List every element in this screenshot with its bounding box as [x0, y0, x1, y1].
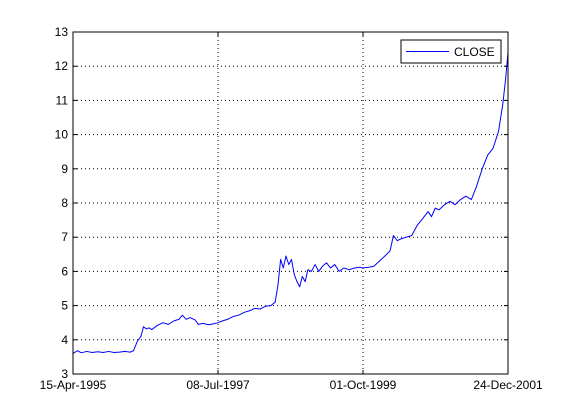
- x-tick-label: 08-Jul-1997: [186, 378, 250, 392]
- x-tick-label: 01-Oct-1999: [330, 378, 397, 392]
- axis-ticks: [72, 31, 509, 375]
- y-tick-label: 9: [61, 162, 68, 176]
- x-tick-label: 24-Dec-2001: [473, 378, 543, 392]
- legend-label-close: CLOSE: [454, 45, 495, 59]
- y-tick-label: 10: [55, 128, 69, 142]
- y-tick-label: 6: [61, 264, 68, 278]
- legend: CLOSE: [400, 39, 502, 64]
- y-tick-label: 3: [61, 367, 68, 381]
- plot-area: [73, 32, 508, 374]
- y-tick-label: 8: [61, 196, 68, 210]
- y-tick-label: 7: [61, 230, 68, 244]
- y-tick-label: 11: [56, 93, 69, 107]
- y-tick-label: 5: [61, 299, 68, 313]
- legend-box: [400, 39, 502, 64]
- y-tick-labels: 3 4 5 6 7 8 9 10 11 12 13: [55, 25, 69, 381]
- x-tick-labels: 15-Apr-1995 08-Jul-1997 01-Oct-1999 24-Dec-…: [40, 378, 543, 392]
- y-tick-label: 13: [55, 25, 69, 39]
- series-group: [72, 52, 509, 354]
- series-line-close: [72, 52, 509, 354]
- y-tick-label: 12: [55, 59, 69, 73]
- y-tick-label: 4: [61, 333, 68, 347]
- grid-lines: [73, 32, 508, 374]
- x-tick-label: 15-Apr-1995: [40, 378, 107, 392]
